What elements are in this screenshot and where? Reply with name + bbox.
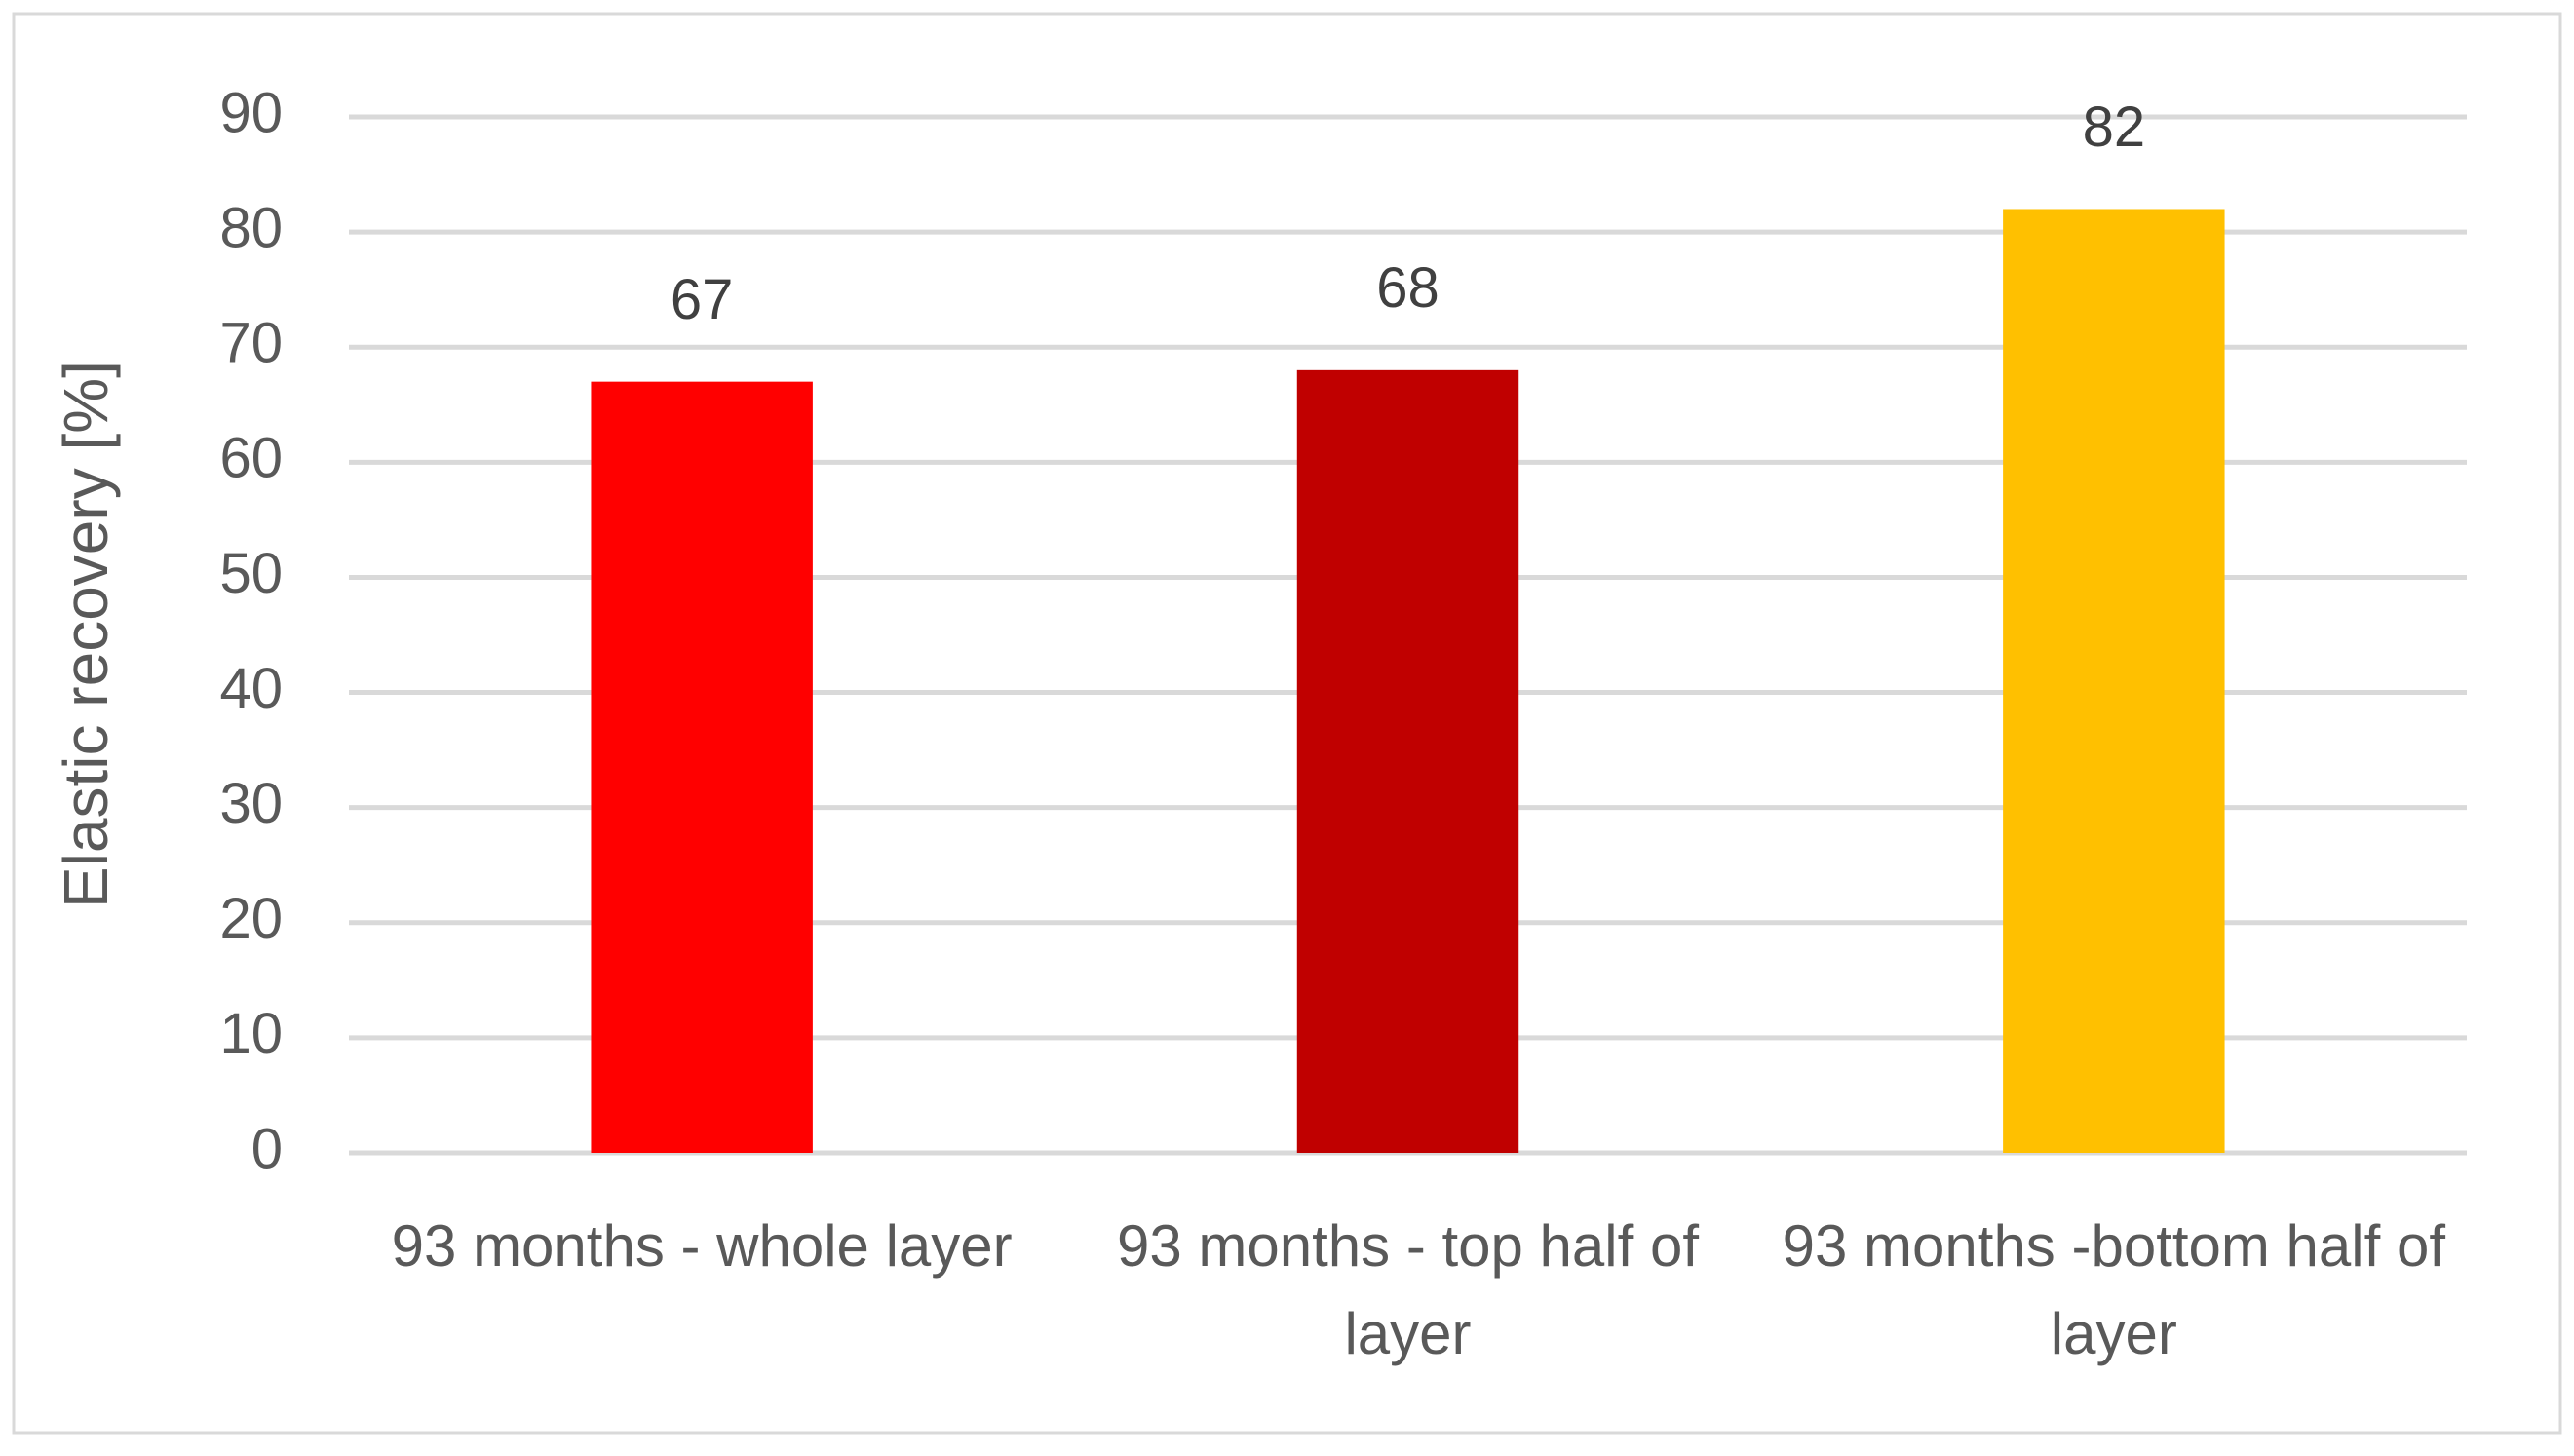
y-tick-label: 0 <box>251 1117 283 1180</box>
y-tick-label: 10 <box>219 1002 283 1065</box>
y-tick-label: 30 <box>219 772 283 835</box>
bar <box>591 381 813 1154</box>
x-tick-label: 93 months - whole layer <box>392 1213 1013 1279</box>
data-label: 67 <box>671 268 734 331</box>
y-tick-label: 70 <box>219 312 283 375</box>
y-tick-label: 90 <box>219 81 283 144</box>
bar <box>2003 209 2225 1153</box>
y-tick-label: 20 <box>219 887 283 950</box>
y-tick-label: 40 <box>219 657 283 720</box>
data-label: 82 <box>2083 96 2146 159</box>
x-tick-label: 93 months - top half of layer <box>1117 1213 1699 1366</box>
y-tick-label: 50 <box>219 542 283 605</box>
data-label: 68 <box>1376 256 1440 320</box>
y-tick-label: 80 <box>219 196 283 259</box>
y-axis-title: Elastic recovery [%] <box>51 361 121 908</box>
x-tick-label: 93 months -bottom half of layer <box>1783 1213 2446 1366</box>
y-tick-label: 60 <box>219 427 283 490</box>
bar <box>1296 369 1519 1153</box>
